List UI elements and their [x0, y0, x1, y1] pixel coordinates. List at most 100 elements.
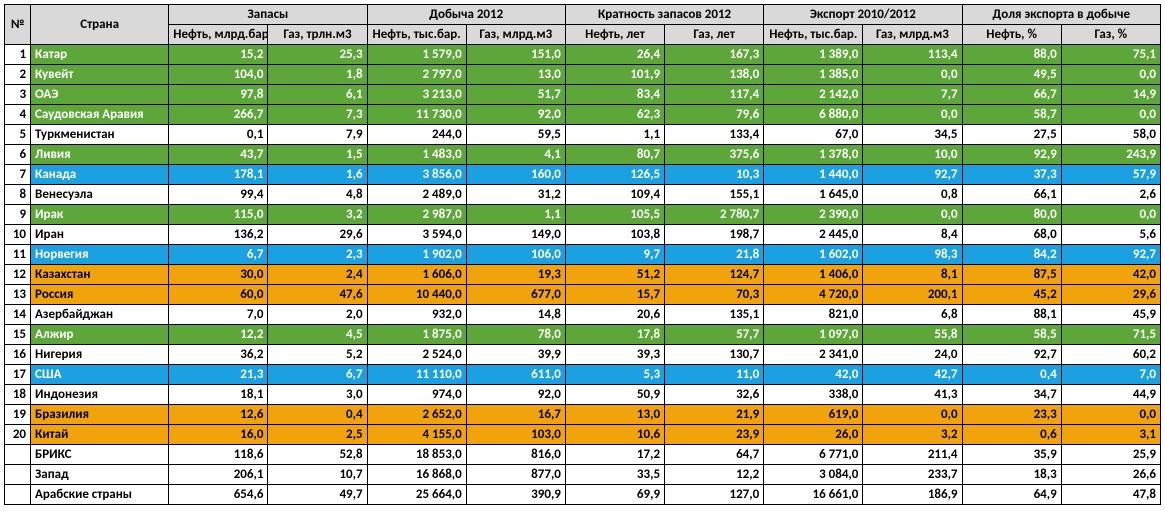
- row-value: 92,7: [962, 345, 1061, 365]
- group-reserves: Запасы: [169, 5, 367, 25]
- row-value: 0,1: [169, 125, 268, 145]
- row-value: 2,5: [268, 425, 367, 445]
- row-value: 9,7: [565, 245, 664, 265]
- row-value: 55,8: [863, 325, 962, 345]
- row-value: 4,1: [466, 145, 565, 165]
- row-value: 3,2: [268, 205, 367, 225]
- summary-value: 25,9: [1061, 445, 1160, 465]
- row-value: 34,7: [962, 385, 1061, 405]
- row-value: 21,8: [665, 245, 764, 265]
- row-country: Канада: [31, 165, 169, 185]
- row-index: 1: [5, 45, 31, 65]
- row-value: 138,0: [665, 65, 764, 85]
- table-row: 17США21,36,711 110,0611,05,311,042,042,7…: [5, 365, 1161, 385]
- row-value: 57,9: [1061, 165, 1160, 185]
- row-value: 5,6: [1061, 225, 1160, 245]
- subcol: Нефть, лет: [565, 25, 664, 45]
- row-value: 0,0: [1061, 105, 1160, 125]
- row-value: 2,3: [268, 245, 367, 265]
- row-value: 23,3: [962, 405, 1061, 425]
- row-index: 7: [5, 165, 31, 185]
- row-value: 59,5: [466, 125, 565, 145]
- row-value: 1 385,0: [764, 65, 863, 85]
- row-value: 45,9: [1061, 305, 1160, 325]
- row-value: 50,9: [565, 385, 664, 405]
- row-index: [5, 465, 31, 485]
- row-country: ОАЭ: [31, 85, 169, 105]
- row-value: 124,7: [665, 265, 764, 285]
- row-value: 611,0: [466, 365, 565, 385]
- row-value: 10,3: [665, 165, 764, 185]
- row-value: 5,2: [268, 345, 367, 365]
- row-value: 115,0: [169, 205, 268, 225]
- row-value: 1,1: [466, 205, 565, 225]
- row-value: 1 483,0: [367, 145, 466, 165]
- row-value: 6,7: [268, 365, 367, 385]
- row-country: Бразилия: [31, 405, 169, 425]
- row-value: 1 097,0: [764, 325, 863, 345]
- row-value: 66,1: [962, 185, 1061, 205]
- subcol: Газ, млрд.м3: [863, 25, 962, 45]
- row-value: 45,2: [962, 285, 1061, 305]
- row-value: 2 987,0: [367, 205, 466, 225]
- row-value: 1 645,0: [764, 185, 863, 205]
- summary-value: 16 868,0: [367, 465, 466, 485]
- row-value: 15,7: [565, 285, 664, 305]
- table-row: 12Казахстан30,02,41 606,019,351,2124,71 …: [5, 265, 1161, 285]
- row-value: 266,7: [169, 105, 268, 125]
- row-value: 60,2: [1061, 345, 1160, 365]
- row-value: 0,0: [1061, 205, 1160, 225]
- row-index: 10: [5, 225, 31, 245]
- col-country: Страна: [31, 5, 169, 45]
- row-value: 0,4: [962, 365, 1061, 385]
- group-share: Доля экспорта в добыче: [962, 5, 1160, 25]
- row-value: 2 341,0: [764, 345, 863, 365]
- row-value: 6,7: [169, 245, 268, 265]
- row-value: 117,4: [665, 85, 764, 105]
- table-row: 5Туркменистан0,17,9244,059,51,1133,467,0…: [5, 125, 1161, 145]
- summary-value: 186,9: [863, 485, 962, 505]
- row-country: Казахстан: [31, 265, 169, 285]
- row-value: 160,0: [466, 165, 565, 185]
- summary-value: 127,0: [665, 485, 764, 505]
- summary-value: 18,3: [962, 465, 1061, 485]
- row-value: 4 720,0: [764, 285, 863, 305]
- row-country: Венесуэла: [31, 185, 169, 205]
- row-value: 58,5: [962, 325, 1061, 345]
- row-value: 2 652,0: [367, 405, 466, 425]
- row-index: 12: [5, 265, 31, 285]
- row-value: 7,0: [169, 305, 268, 325]
- row-value: 4,5: [268, 325, 367, 345]
- row-value: 126,5: [565, 165, 664, 185]
- row-country: Кувейт: [31, 65, 169, 85]
- row-value: 26,0: [764, 425, 863, 445]
- row-index: 8: [5, 185, 31, 205]
- summary-value: 877,0: [466, 465, 565, 485]
- row-value: 92,0: [466, 385, 565, 405]
- row-value: 1,1: [565, 125, 664, 145]
- row-value: 6 880,0: [764, 105, 863, 125]
- row-country: Азербайджан: [31, 305, 169, 325]
- row-value: 88,1: [962, 305, 1061, 325]
- row-value: 88,0: [962, 45, 1061, 65]
- row-value: 11 110,0: [367, 365, 466, 385]
- summary-label: Арабские страны: [31, 485, 169, 505]
- row-value: 7,0: [1061, 365, 1160, 385]
- row-value: 135,1: [665, 305, 764, 325]
- row-value: 30,0: [169, 265, 268, 285]
- row-value: 39,9: [466, 345, 565, 365]
- group-production: Добыча 2012: [367, 5, 565, 25]
- row-value: 0,4: [268, 405, 367, 425]
- summary-row: БРИКС118,652,818 853,0816,017,264,76 771…: [5, 445, 1161, 465]
- subcol: Газ, млрд.м3: [466, 25, 565, 45]
- table-row: 13Россия60,047,610 440,0677,015,770,34 7…: [5, 285, 1161, 305]
- summary-value: 3 084,0: [764, 465, 863, 485]
- row-value: 60,0: [169, 285, 268, 305]
- summary-value: 25 664,0: [367, 485, 466, 505]
- row-country: Индонезия: [31, 385, 169, 405]
- subcol: Нефть, тыс.бар.: [367, 25, 466, 45]
- row-value: 10,6: [565, 425, 664, 445]
- row-value: 62,3: [565, 105, 664, 125]
- row-value: 18,1: [169, 385, 268, 405]
- row-value: 0,0: [863, 105, 962, 125]
